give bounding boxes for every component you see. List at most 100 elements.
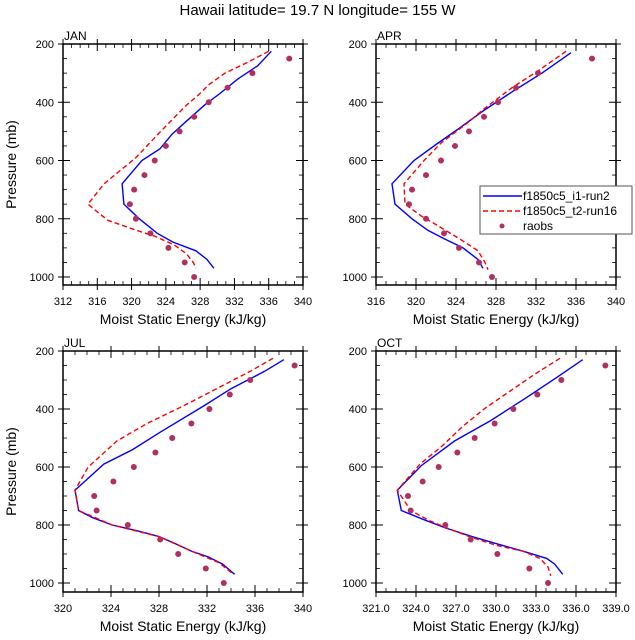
y-tick-label: 1000 (343, 578, 367, 590)
panel-title: OCT (377, 336, 403, 350)
y-tick-label: 200 (349, 39, 367, 51)
raobs-point (491, 420, 498, 427)
series-line-i1-run2 (74, 359, 285, 575)
raobs-point (589, 55, 595, 62)
panel-oct: 321.0 324.0 327.0 330.0 333.0 336.0 339.0 200 40… (343, 336, 630, 634)
legend-label: f1850c5_t2-run16 (523, 204, 617, 218)
series-line-i1-run2 (391, 52, 572, 269)
x-tick-label: 328 (150, 603, 168, 615)
raobs-point (249, 70, 256, 77)
y-axis-label: Pressure (mb) (3, 427, 19, 516)
raobs-point (147, 230, 154, 237)
raobs-point (176, 128, 183, 135)
plot-frame (62, 350, 304, 593)
legend-label: raobs (523, 219, 553, 233)
panel-jan: 312 316 320 324 328 332 336 340 200 400 600 800 1000… (3, 29, 312, 327)
raobs-point (247, 377, 254, 383)
x-tick-label: 316 (367, 296, 385, 308)
raobs-point (409, 186, 415, 193)
x-tick-label: 320 (407, 296, 425, 308)
legend-box (479, 185, 633, 235)
x-axis-label: Moist Static Energy (kJ/kg) (413, 311, 580, 327)
y-tick-label: 400 (349, 404, 367, 416)
raobs-point (419, 478, 426, 485)
raobs-point (423, 172, 429, 179)
raobs-point (110, 478, 117, 485)
y-tick-label: 600 (349, 156, 367, 168)
x-tick-label: 340 (607, 296, 625, 308)
x-tick-label: 312 (54, 296, 72, 308)
raobs-point (169, 435, 176, 441)
raobs-point (438, 157, 444, 164)
raobs-point (151, 157, 158, 164)
series-line-t2-run16 (403, 50, 567, 270)
x-tick-label: 324.0 (402, 603, 430, 615)
raobs-point (162, 142, 169, 149)
raobs-point (205, 99, 212, 106)
x-tick-label: 316 (88, 296, 106, 308)
raobs-point (130, 464, 137, 470)
y-tick-label: 400 (36, 97, 54, 109)
raobs-point (126, 201, 133, 208)
x-tick-label: 328 (191, 296, 209, 308)
main-title: Hawaii latitude= 19.7 N longitude= 155 W (179, 2, 456, 19)
raobs-point (206, 406, 213, 412)
panel-title: JUL (64, 336, 86, 350)
raobs-point (291, 362, 298, 369)
raobs-point (141, 172, 148, 179)
plot-frame (62, 43, 304, 286)
raobs-point (165, 244, 172, 251)
raobs-point (495, 99, 501, 106)
y-tick-label: 600 (36, 462, 54, 474)
legend-label: f1850c5_i1-run2 (523, 189, 610, 203)
plot-frame (375, 43, 617, 286)
raobs-point (489, 274, 495, 280)
raobs-point (406, 201, 412, 208)
raobs-point (526, 565, 533, 572)
raobs-point (481, 113, 487, 120)
series-line-t2-run16 (74, 357, 274, 575)
raobs-point (471, 435, 478, 441)
y-tick-label: 200 (349, 346, 367, 358)
y-tick-label: 400 (349, 97, 367, 109)
raobs-point (286, 55, 293, 62)
x-tick-label: 340 (294, 296, 312, 308)
raobs-point (131, 186, 138, 193)
x-tick-label: 332 (225, 296, 243, 308)
x-tick-label: 336 (260, 296, 278, 308)
panel-title: JAN (64, 29, 87, 43)
raobs-point (510, 406, 517, 412)
raobs-point (456, 244, 462, 251)
y-tick-label: 200 (36, 39, 54, 51)
raobs-point (558, 377, 565, 383)
x-tick-label: 332 (527, 296, 545, 308)
x-tick-label: 336 (567, 296, 585, 308)
panel-apr: 316 320 324 328 332 336 340 200 400 600 800 1000 APR… (343, 29, 633, 327)
y-tick-label: 800 (36, 520, 54, 532)
x-tick-label: 320 (122, 296, 140, 308)
raobs-point (226, 391, 233, 398)
x-tick-label: 324 (102, 603, 120, 615)
y-tick-label: 400 (36, 404, 54, 416)
raobs-point (602, 362, 609, 369)
raobs-point (124, 522, 131, 528)
x-tick-label: 340 (294, 603, 312, 615)
raobs-point (423, 215, 429, 222)
x-tick-label: 339.0 (602, 603, 630, 615)
raobs-point (476, 259, 482, 266)
panel-jul: 320 324 328 332 336 340 200 400 600 800 1000 JUL Moi… (3, 336, 312, 634)
y-tick-label: 600 (36, 156, 54, 168)
raobs-point (152, 449, 159, 456)
panel-title: APR (377, 29, 402, 43)
raobs-point (441, 230, 447, 237)
raobs-point (132, 215, 139, 222)
raobs-point (467, 536, 474, 543)
raobs-point (407, 507, 414, 514)
raobs-point (442, 522, 449, 528)
raobs-point (202, 565, 209, 572)
x-tick-label: 321.0 (362, 603, 390, 615)
y-tick-label: 1000 (30, 272, 54, 284)
raobs-point (181, 259, 188, 266)
x-tick-label: 328 (487, 296, 505, 308)
